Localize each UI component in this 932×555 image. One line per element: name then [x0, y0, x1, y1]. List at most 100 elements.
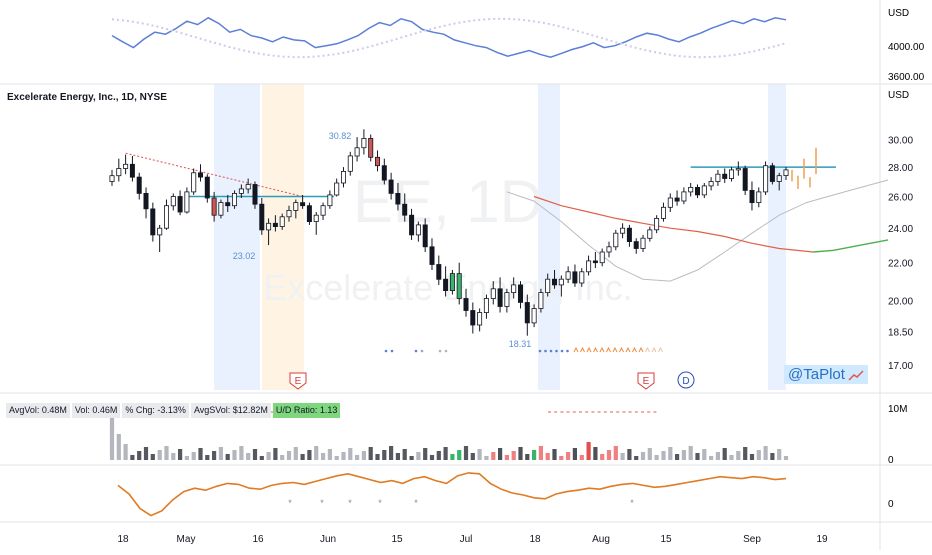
candle: [497, 277, 503, 313]
volume-bar: [763, 446, 768, 460]
volume-bar: [293, 447, 298, 460]
candle-body: [116, 168, 122, 177]
dividend-marker[interactable]: D: [677, 371, 695, 389]
volume-bar: [688, 446, 693, 460]
candle-body: [157, 227, 163, 236]
stat-percent-change: % Chg: -3.13%: [122, 403, 189, 418]
date-tick-label: Aug: [592, 534, 610, 545]
candle-body: [606, 246, 612, 253]
candle: [592, 252, 598, 269]
volume-bar: [634, 456, 639, 460]
candle: [477, 308, 483, 332]
candle: [456, 262, 462, 305]
candle-body: [701, 185, 707, 196]
moving-average-short: [506, 179, 889, 282]
volume-signal-dot: [554, 411, 558, 413]
candle-body: [252, 184, 258, 205]
volume-bar: [273, 448, 278, 460]
oscillator-line: [117, 472, 787, 517]
candle: [184, 187, 190, 214]
candle-body: [620, 227, 626, 234]
volume-bar: [743, 447, 748, 460]
candle: [150, 202, 156, 242]
candle: [667, 193, 673, 213]
signal-dot: [438, 349, 442, 353]
volume-bar: [266, 452, 271, 460]
candle-body: [238, 188, 244, 194]
moving-average-long: [533, 195, 814, 253]
candle-body: [545, 278, 551, 294]
volume-bar: [341, 452, 346, 460]
earnings-marker[interactable]: E: [289, 372, 307, 390]
candle-body: [177, 196, 183, 213]
candle: [538, 288, 544, 313]
candle: [776, 172, 782, 191]
date-tick-label: 18: [117, 534, 129, 545]
candle-body: [463, 298, 469, 311]
candle: [463, 288, 469, 317]
candle: [606, 241, 612, 258]
earnings-marker[interactable]: E: [637, 372, 655, 390]
volume-bar: [783, 456, 789, 460]
volume-signal-dot: [548, 411, 551, 413]
volume-bar: [150, 454, 155, 460]
volume-bar: [212, 451, 217, 460]
candle-body: [225, 202, 231, 207]
candle: [511, 277, 517, 299]
volume-bar: [477, 449, 482, 460]
date-tick-label: 16: [252, 534, 264, 545]
oscillator-marker: *: [630, 498, 634, 508]
stat-avg-dollar-volume: AvgSVol: $12.82M: [190, 403, 271, 418]
volume-bar: [722, 448, 727, 460]
volume-bar: [647, 448, 652, 460]
candle-body: [749, 189, 755, 203]
candle: [647, 226, 653, 242]
candle-body: [340, 170, 346, 184]
candle-body: [763, 165, 769, 193]
candle-body: [586, 260, 592, 273]
volume-bar: [681, 450, 686, 460]
candle-body: [422, 224, 428, 248]
signal-dot: [420, 349, 424, 353]
volume-signal-dot: [616, 411, 620, 413]
candle-body: [245, 184, 251, 190]
volume-bar: [463, 446, 469, 460]
candle: [443, 266, 449, 297]
candle-body: [143, 192, 149, 210]
candle: [266, 218, 272, 246]
volume-signal-dot: [647, 411, 651, 413]
oscillator-panel: * * * * * *: [117, 472, 787, 517]
signal-dot: [414, 349, 418, 353]
candle-body: [661, 206, 667, 219]
volume-bar: [572, 448, 577, 460]
highlight-band: [768, 84, 786, 390]
trend-up-icon: [848, 369, 864, 381]
low-label: 18.31: [509, 339, 532, 349]
candle: [579, 268, 585, 287]
candle-body: [735, 168, 741, 171]
volume-bar: [640, 452, 646, 460]
candle: [504, 288, 510, 313]
top-tick: 4000.00: [888, 42, 925, 53]
volume-bar: [321, 453, 326, 460]
candle-body: [197, 172, 203, 178]
candle: [552, 269, 558, 289]
volume-signal-dot: [628, 411, 632, 413]
date-tick-label: 18: [529, 534, 541, 545]
candle-body: [531, 308, 537, 324]
candle-body: [756, 191, 762, 203]
volume-bar: [777, 449, 782, 460]
volume-bar: [334, 456, 339, 460]
candle: [783, 167, 789, 181]
volume-bar: [498, 448, 503, 460]
candle: [129, 155, 135, 182]
candle-body: [306, 205, 312, 222]
volume-bar: [749, 454, 755, 460]
candle: [272, 215, 278, 232]
volume-bar: [695, 453, 700, 460]
relative-strength-line: [111, 16, 787, 58]
earnings-marker-label: E: [643, 376, 650, 387]
candle: [640, 234, 646, 253]
candle-body: [769, 165, 775, 182]
candle: [361, 129, 367, 155]
